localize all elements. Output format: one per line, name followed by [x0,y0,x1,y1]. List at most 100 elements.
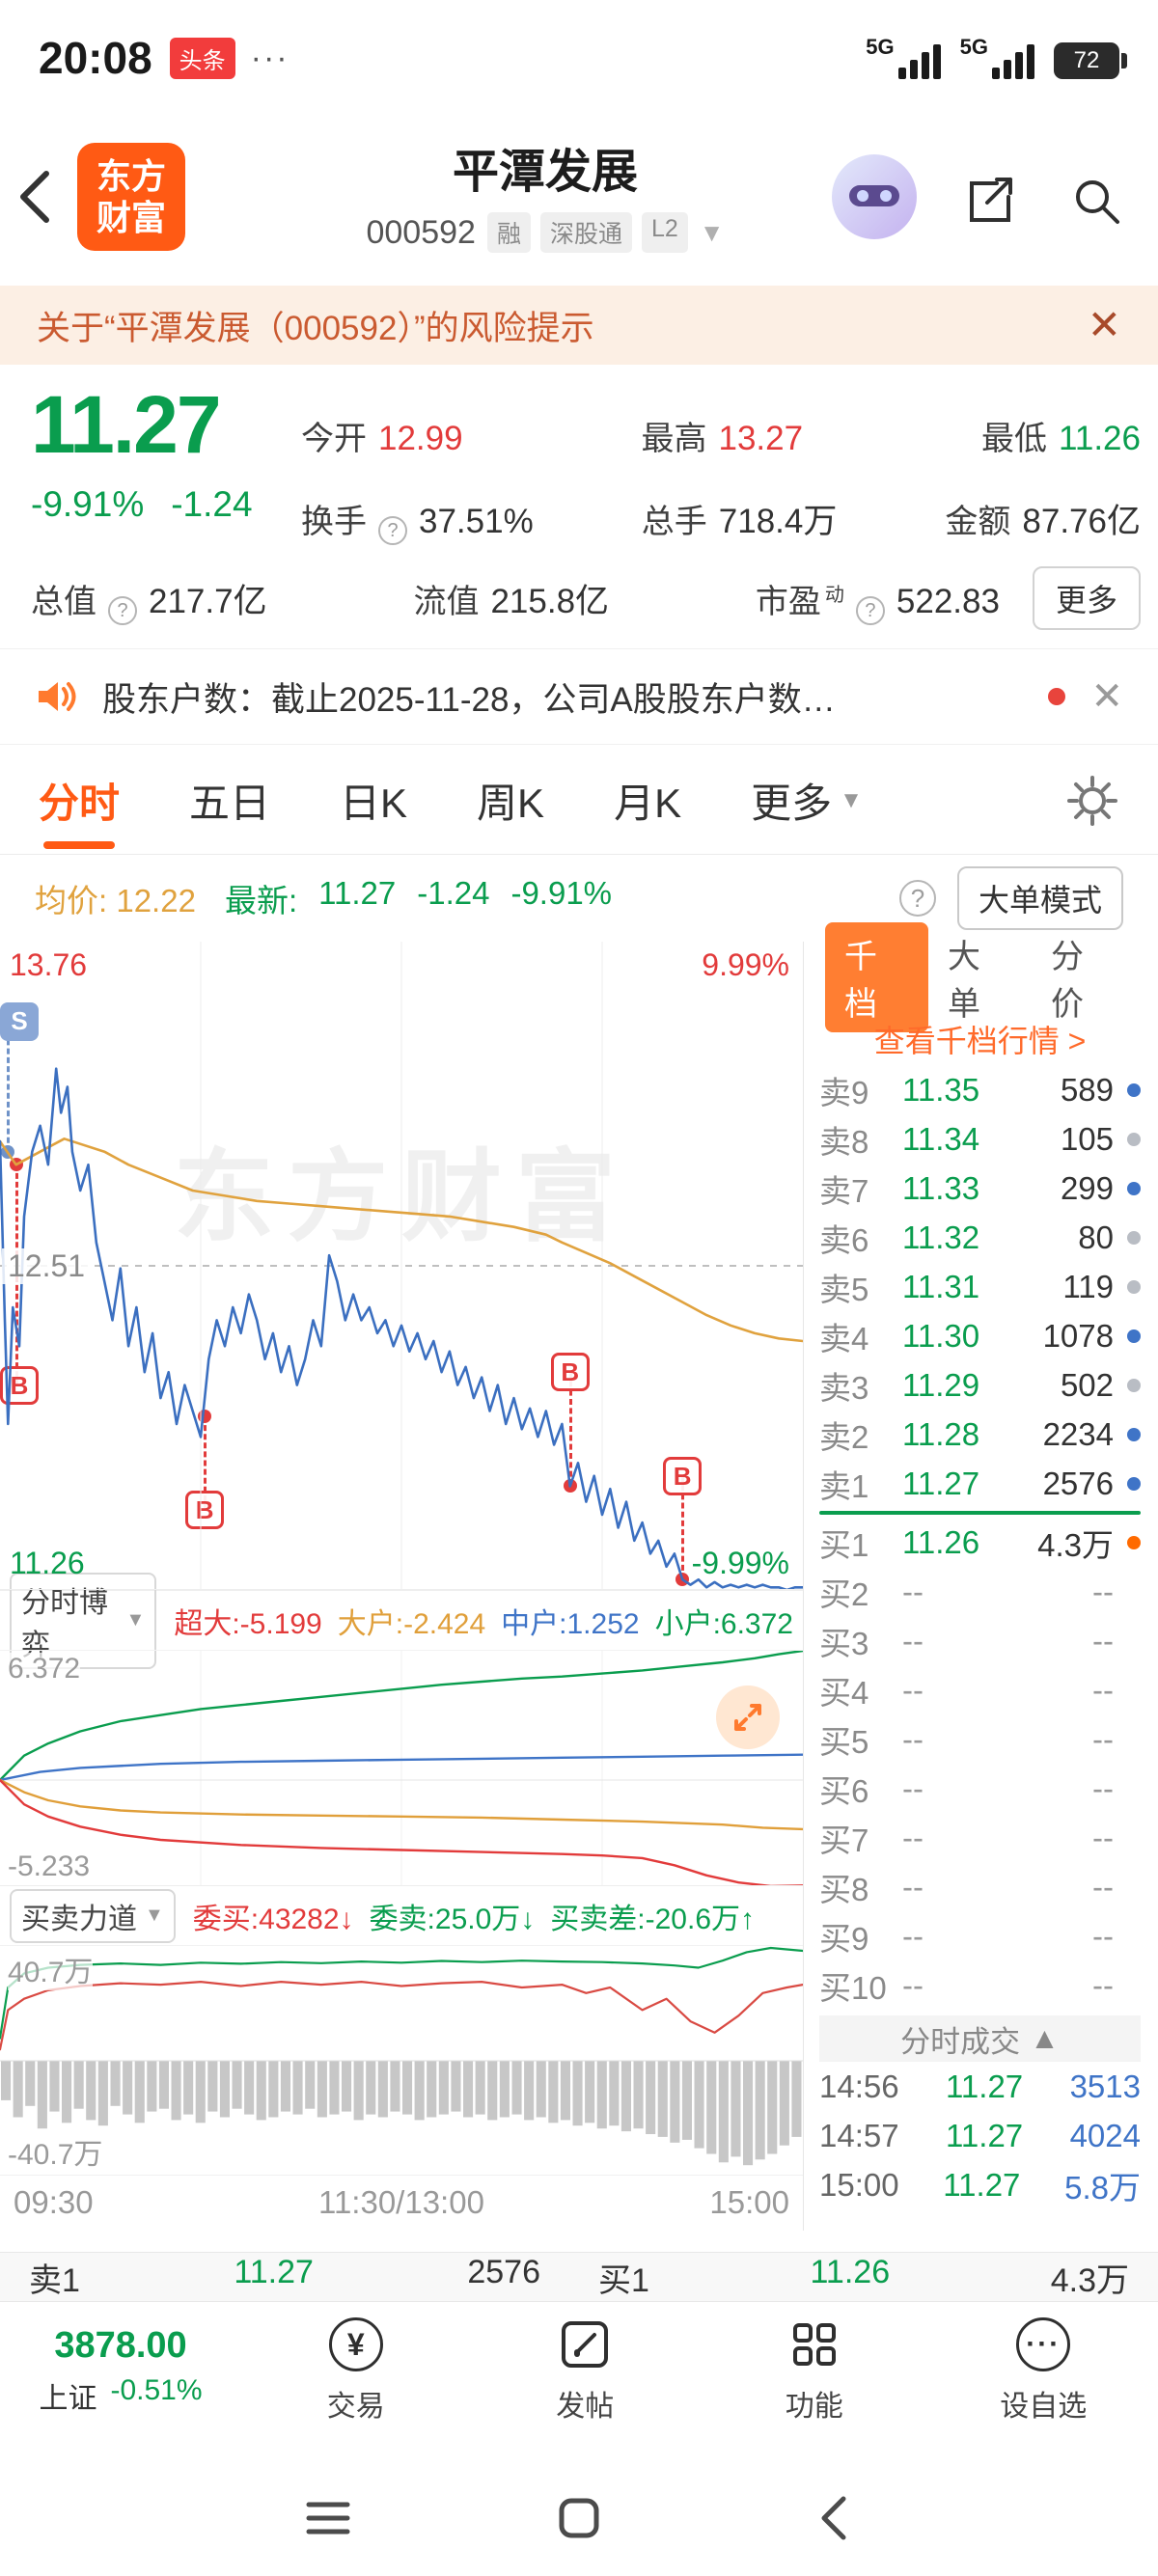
order-row[interactable]: 卖2 11.28 2234 [819,1410,1141,1459]
close-icon[interactable]: ✕ [1087,302,1121,347]
order-level-label: 卖6 [819,1221,869,1258]
order-panel: 千档 大单 分价 查看千档行情 > 卖9 11.35 589 卖8 11.34 105 卖7 11… [804,922,1158,2231]
order-row[interactable]: 买1 11.26 4.3万 [819,1518,1141,1567]
chevron-down-icon: ▼ [699,217,725,247]
period-tab-3[interactable]: 周K [477,781,545,826]
order-level-label: 买2 [819,1576,869,1612]
risk-banner: 关于“平潭发展（000592）”的风险提示 ✕ [0,286,1158,365]
order-level-label: 买4 [819,1674,869,1711]
info-icon[interactable]: ? [378,515,407,545]
power-chart[interactable]: 40.7万 -40.7万 [0,1945,803,2175]
game-chart[interactable]: 6.372 -5.233 [0,1650,803,1885]
chevron-down-icon: ▼ [840,786,863,813]
view-levels-link[interactable]: 查看千档行情 > [873,1024,1087,1058]
help-icon[interactable]: ? [898,880,936,917]
trade-marker-line [568,1372,572,1487]
order-panel-tab-0[interactable]: 千档 [825,922,928,1032]
nav-post[interactable]: 发帖 [471,2302,701,2439]
order-row[interactable]: 买5 -- -- [819,1714,1141,1764]
order-level-label: 买9 [819,1920,869,1957]
mid-divider [819,1511,1141,1515]
order-row[interactable]: 买6 -- -- [819,1764,1141,1813]
nav-functions[interactable]: 功能 [700,2302,929,2439]
power-dropdown[interactable]: 买卖力道 ▼ [10,1888,176,1943]
trade-volume: 5.8万 [1064,2169,1141,2206]
order-price: 11.33 [902,1169,980,1206]
chart-column: 13.76 9.99% 12.51 11.26 -9.99% 东方财富 S B B B… [0,942,804,2231]
order-level-label: 买10 [819,1969,887,2006]
order-level-label: 买3 [819,1625,869,1661]
more-button[interactable]: 更多 [1032,566,1141,630]
order-row[interactable]: 买3 -- -- [819,1616,1141,1665]
stock-tags: 融深股通 L2 [486,212,688,253]
nav-watchlist[interactable]: ··· 设自选 [929,2302,1158,2439]
period-tab-1[interactable]: 五日 [189,781,271,826]
recents-icon[interactable] [301,2491,355,2545]
android-back-icon[interactable] [809,2491,863,2545]
order-level-label: 买5 [819,1723,869,1760]
power-stats: 委买:43282↓ 委卖:25.0万↓ 买卖差:-20.6万↑ [193,1895,755,1937]
time-axis: 09:30 11:30/13:00 15:00 [0,2175,803,2229]
order-row[interactable]: 卖7 11.33 299 [819,1164,1141,1213]
nav-trade[interactable]: ¥ 交易 [241,2302,471,2439]
search-icon[interactable] [1067,172,1125,230]
bottom-sell-vol: 2576 [467,2253,540,2290]
flow-stat: 中户:1.252 [501,1607,640,1640]
trade-row[interactable]: 14:57 11.27 4024 [819,2111,1141,2160]
trade-marker-line [7,1022,11,1152]
period-tab-0[interactable]: 分时 [39,752,120,849]
order-row[interactable]: 买7 -- -- [819,1813,1141,1862]
order-level-label: 卖5 [819,1271,869,1307]
order-panel-tab-2[interactable]: 分价 [1051,939,1084,1023]
trade-row[interactable]: 15:00 11.27 5.8万 [819,2160,1141,2209]
order-row[interactable]: 卖8 11.34 105 [819,1114,1141,1164]
order-row[interactable]: 卖6 11.32 80 [819,1213,1141,1262]
order-row[interactable]: 卖3 11.29 502 [819,1360,1141,1410]
bottom-buy-vol: 4.3万 [1050,2261,1129,2299]
battery-icon: 72 [1054,42,1127,79]
expand-icon[interactable] [716,1685,780,1749]
info-icon[interactable]: ? [108,595,137,625]
index-widget[interactable]: 3878.00 上证 -0.51% [0,2302,241,2439]
trades-header[interactable]: 分时成交 ▲ [819,2015,1141,2062]
order-row[interactable]: 买4 -- -- [819,1665,1141,1714]
ticker-close-icon[interactable]: ✕ [1090,675,1123,718]
back-icon[interactable] [10,166,64,228]
order-row[interactable]: 买9 -- -- [819,1911,1141,1960]
trade-marker-line [204,1415,207,1510]
order-row[interactable]: 卖1 11.27 2576 [819,1459,1141,1508]
order-price: -- [902,1769,924,1806]
order-row[interactable]: 卖5 11.31 119 [819,1262,1141,1311]
order-row[interactable]: 买2 -- -- [819,1567,1141,1616]
big-order-mode-button[interactable]: 大单模式 [956,866,1123,930]
settings-gear-icon[interactable] [1065,774,1119,828]
order-row[interactable]: 卖9 11.35 589 [819,1065,1141,1114]
bottom-nav: 3878.00 上证 -0.51% ¥ 交易 发帖 功能 ··· 设自选 [0,2302,1158,2439]
stat-value: 217.7亿 [149,582,267,620]
share-icon[interactable] [960,172,1018,230]
stat-cell: 总手 718.4万 [642,494,838,543]
order-price: -- [902,1720,924,1757]
tab-more[interactable]: 更多 ▼ [751,771,863,830]
period-tab-4[interactable]: 月K [614,781,682,826]
order-price: -- [902,1573,924,1609]
order-panel-tab-1[interactable]: 大单 [948,939,980,1023]
trade-row[interactable]: 14:56 11.27 3513 [819,2062,1141,2111]
change-percent: -9.91% [31,484,145,524]
order-row[interactable]: 买10 -- -- [819,1960,1141,2010]
code-row[interactable]: 000592 融深股通 L2 ▼ [241,212,849,253]
power-axis-max: 40.7万 [8,1948,94,1990]
index-sub: 上证 -0.51% [39,2374,202,2417]
order-row[interactable]: 卖4 11.30 1078 [819,1311,1141,1360]
info-icon[interactable]: ? [855,595,885,625]
period-tab-2[interactable]: 日K [340,781,408,826]
assistant-avatar[interactable] [832,154,917,239]
index-value: 3878.00 [54,2324,187,2366]
game-axis-min: -5.233 [8,1850,91,1883]
minute-chart[interactable]: 13.76 9.99% 12.51 11.26 -9.99% 东方财富 S B B B… [0,942,803,1590]
order-volume: 2234 [1042,1415,1114,1452]
order-dot [1127,1535,1141,1549]
news-ticker[interactable]: 股东户数：截止2025-11-28，公司A股股东户数… ✕ [0,648,1158,745]
order-row[interactable]: 买8 -- -- [819,1862,1141,1911]
home-icon[interactable] [552,2491,606,2545]
